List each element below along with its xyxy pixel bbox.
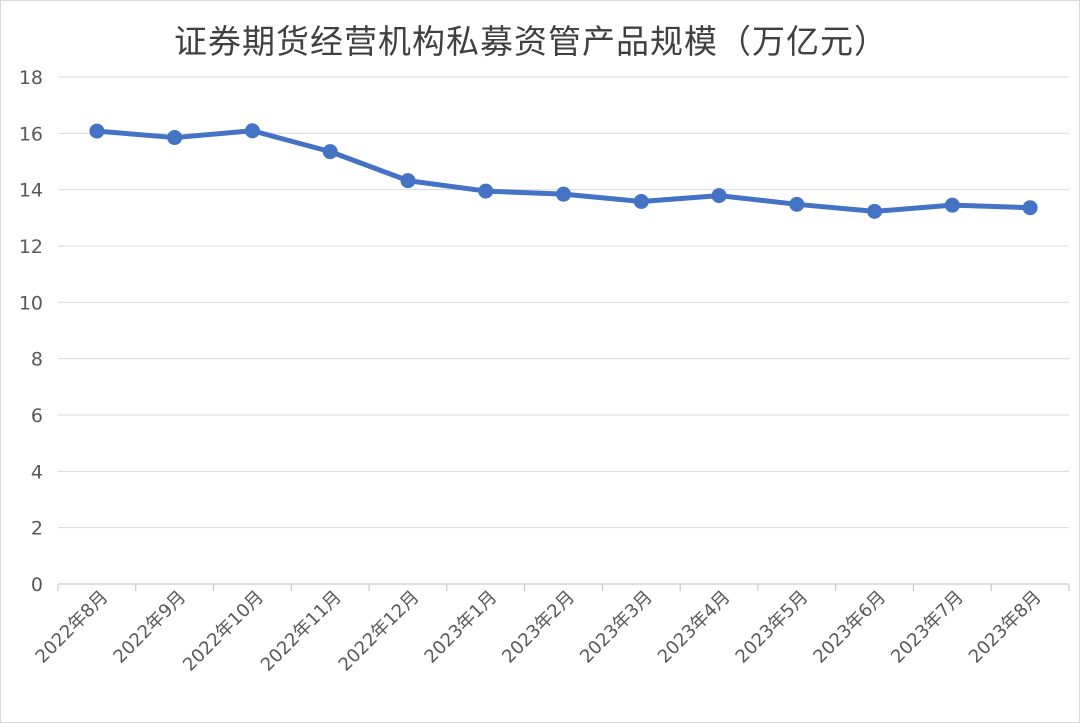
data-point	[711, 188, 727, 204]
data-point	[322, 144, 338, 160]
data-point	[1022, 200, 1038, 216]
y-tick-label: 10	[19, 292, 43, 314]
x-tick-label: 2023年3月	[576, 587, 657, 668]
x-tick-label: 2023年8月	[965, 587, 1046, 668]
data-point	[89, 123, 105, 139]
data-point	[867, 203, 883, 219]
y-tick-label: 2	[31, 518, 43, 540]
x-tick-label: 2023年2月	[498, 587, 579, 668]
y-tick-label: 12	[19, 236, 43, 258]
x-tick-label: 2023年7月	[887, 587, 968, 668]
data-point	[478, 183, 494, 199]
data-point	[400, 173, 416, 189]
y-tick-label: 4	[31, 461, 43, 483]
data-point	[944, 197, 960, 213]
x-tick-label: 2023年5月	[732, 587, 813, 668]
x-tick-label: 2022年10月	[179, 587, 268, 676]
x-tick-label: 2022年12月	[335, 587, 424, 676]
x-tick-label: 2023年6月	[809, 587, 890, 668]
data-point	[167, 130, 183, 146]
y-tick-label: 14	[19, 180, 43, 202]
chart-title: 证券期货经营机构私募资管产品规模（万亿元）	[174, 22, 888, 61]
y-tick-label: 6	[31, 405, 43, 427]
data-point	[789, 196, 805, 212]
data-point	[244, 123, 260, 139]
x-tick-label: 2023年4月	[654, 587, 735, 668]
y-tick-label: 16	[19, 123, 43, 145]
x-tick-label: 2022年9月	[109, 587, 190, 668]
data-point	[556, 186, 571, 202]
x-tick-label: 2023年1月	[420, 587, 501, 668]
x-tick-label: 2022年8月	[32, 587, 113, 668]
y-tick-label: 8	[31, 349, 43, 371]
data-point	[633, 193, 649, 209]
y-tick-label: 0	[31, 574, 43, 596]
x-tick-label: 2022年11月	[257, 587, 346, 676]
y-tick-label: 18	[19, 67, 43, 89]
